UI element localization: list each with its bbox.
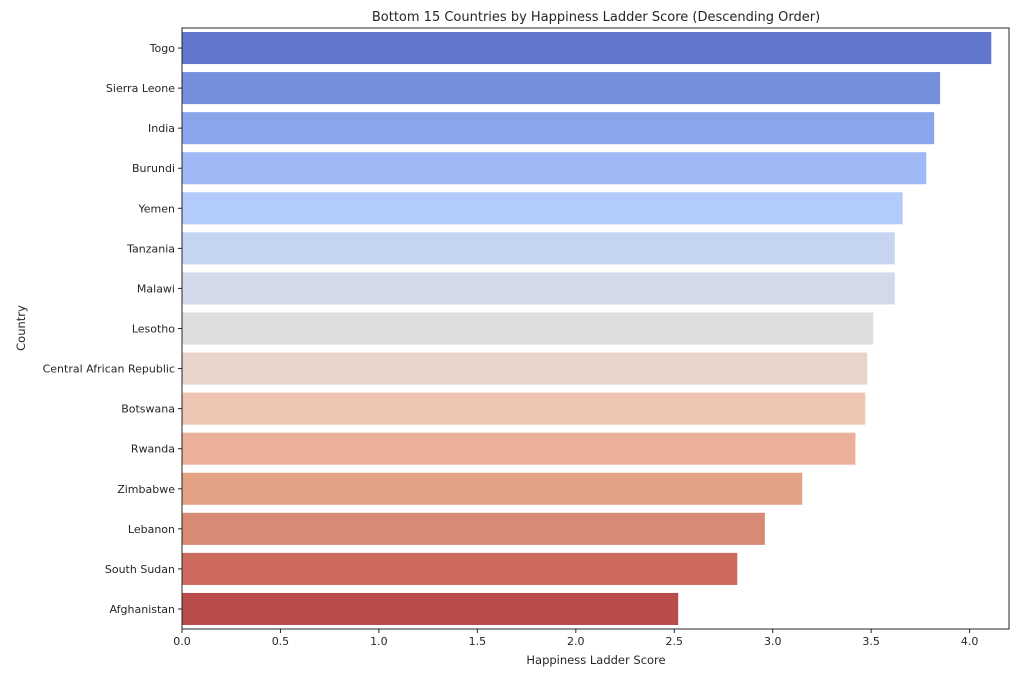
x-tick-label: 4.0 — [961, 635, 979, 648]
y-tick-label-lebanon: Lebanon — [128, 523, 175, 536]
chart-title: Bottom 15 Countries by Happiness Ladder … — [372, 10, 820, 25]
bar-malawi — [182, 272, 895, 305]
bar-sierra-leone — [182, 72, 941, 105]
y-tick-label-india: India — [148, 122, 175, 135]
y-tick-label-tanzania: Tanzania — [126, 242, 175, 255]
x-tick-label: 1.5 — [469, 635, 487, 648]
x-axis-label: Happiness Ladder Score — [526, 653, 665, 667]
y-tick-label-afghanistan: Afghanistan — [110, 603, 176, 616]
bar-india — [182, 112, 935, 145]
bar-tanzania — [182, 232, 895, 265]
y-tick-label-south-sudan: South Sudan — [105, 563, 175, 576]
y-tick-label-burundi: Burundi — [132, 162, 175, 175]
x-tick-label: 3.5 — [862, 635, 880, 648]
y-tick-label-rwanda: Rwanda — [131, 443, 175, 456]
bar-lesotho — [182, 312, 874, 345]
y-tick-label-lesotho: Lesotho — [132, 323, 175, 336]
bar-afghanistan — [182, 592, 679, 625]
bar-burundi — [182, 152, 927, 185]
x-tick-label: 0.0 — [173, 635, 191, 648]
x-tick-label: 0.5 — [272, 635, 290, 648]
x-tick-label: 1.0 — [370, 635, 388, 648]
y-tick-label-malawi: Malawi — [137, 282, 175, 295]
bar-lebanon — [182, 512, 765, 545]
y-tick-label-togo: Togo — [149, 42, 176, 55]
x-tick-label: 2.0 — [567, 635, 585, 648]
y-tick-label-yemen: Yemen — [138, 202, 176, 215]
bar-rwanda — [182, 432, 856, 465]
bar-yemen — [182, 192, 903, 225]
bar-south-sudan — [182, 552, 738, 585]
bar-central-african-republic — [182, 352, 868, 385]
bar-botswana — [182, 392, 866, 425]
plot-frame — [181, 27, 1010, 630]
y-tick-label-sierra-leone: Sierra Leone — [106, 82, 175, 95]
y-tick-label-botswana: Botswana — [121, 403, 175, 416]
bar-togo — [182, 32, 992, 65]
x-tick-label: 2.5 — [666, 635, 684, 648]
y-tick-label-central-african-republic: Central African Republic — [43, 363, 175, 376]
bar-zimbabwe — [182, 472, 803, 505]
x-tick-label: 3.0 — [764, 635, 782, 648]
bars-group — [182, 32, 992, 625]
y-tick-labels: Togo Sierra Leone India Burundi Yemen Tanzani… — [43, 42, 182, 616]
y-tick-label-zimbabwe: Zimbabwe — [117, 483, 175, 496]
y-axis-label: Country — [14, 305, 28, 351]
x-axis-ticks: 0.0 0.5 1.0 1.5 2.0 2.5 3.0 3.5 4.0 — [173, 629, 978, 648]
plot-border — [181, 27, 1010, 630]
